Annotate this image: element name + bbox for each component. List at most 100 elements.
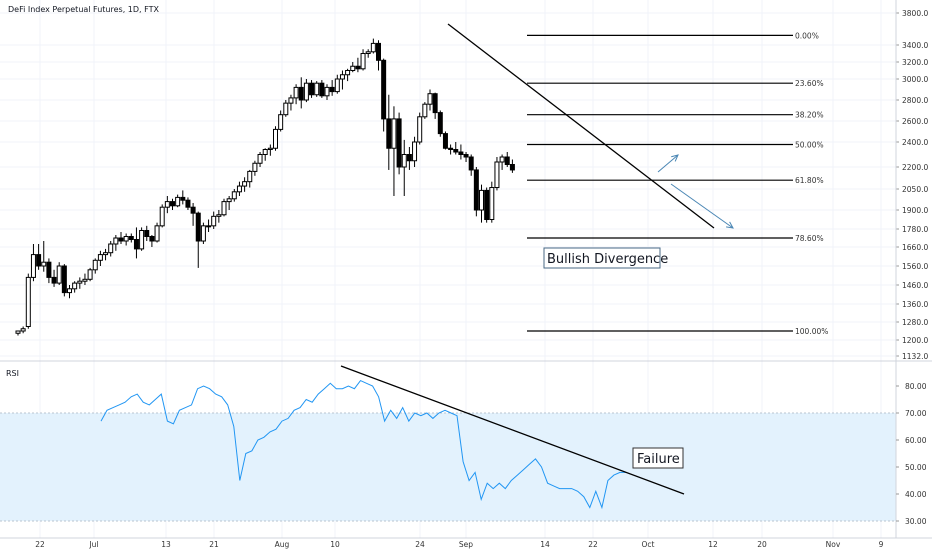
candle [473,167,479,217]
price-tick-label: 2800.0 [902,96,928,105]
candle [489,181,495,223]
price-tick-label: 1200.0 [902,336,928,345]
price-tick-label: 2200.0 [902,163,928,172]
candle [463,152,469,162]
candle [432,92,438,119]
candle [216,210,222,223]
candle [139,227,145,251]
candle [417,112,423,145]
candle [314,81,320,97]
price-tick-label: 3400.0 [902,41,928,50]
fib-level-label: 0.00% [795,31,819,40]
time-tick-label: 14 [540,540,550,549]
candle [82,273,88,285]
candle [144,225,150,241]
time-tick-label: 22 [588,540,598,549]
time-tick-label: 22 [35,540,45,549]
candle [458,144,464,160]
failure-box[interactable] [632,447,684,469]
time-tick-label: 9 [879,540,884,549]
rsi-title: RSI [6,369,19,378]
price-tick-label: 3800.0 [902,9,928,18]
rsi-tick-label: 70.00 [905,409,927,418]
candle [242,177,248,192]
price-tick-label: 3200.0 [902,58,928,67]
time-tick-label: 21 [209,540,219,549]
candle [401,139,407,196]
candle [437,110,443,137]
rsi-trendline[interactable] [340,365,685,495]
candle [448,144,454,155]
time-tick-label: Nov [826,540,841,549]
candle [293,84,299,105]
candle [381,58,387,132]
price-tick-label: 1460.0 [902,281,928,290]
candle [468,154,474,176]
fibonacci-levels: 0.00% 23.60% 38.20% 50.00% 61.80% 78.60% 100.0… [527,31,828,336]
fib-level-label: 23.60% [795,79,824,88]
candle [164,196,170,214]
candle [370,38,376,54]
candle [365,49,371,58]
price-tick-label: 2600.0 [902,117,928,126]
rsi-tick-label: 60.00 [905,436,927,445]
candle [77,277,83,289]
candle [15,330,21,336]
fib-level-label: 78.60% [795,234,824,243]
candle [170,198,175,210]
price-tick-label: 1780.0 [902,225,928,234]
candle [185,197,191,210]
candle [236,181,242,196]
candle [128,233,134,243]
candle [211,211,217,229]
price-tick-label: 1360.0 [902,300,928,309]
candle [479,184,484,223]
candle [72,281,78,293]
candle [427,89,433,111]
price-axis: 1132.0 1200.0 1280.0 1360.0 1460.0 1560.0 1660… [895,0,928,538]
time-tick-label: 24 [415,540,425,549]
time-tick-label: Jul [88,540,98,549]
candle [484,187,490,223]
candle [108,241,114,257]
candle [149,235,155,247]
candle [345,68,351,82]
candle [87,267,93,282]
candle [247,169,253,188]
candle [103,248,109,261]
bullish-divergence-box[interactable] [543,247,661,269]
rsi-tick-label: 40.00 [905,490,927,499]
time-tick-label: 10 [330,540,340,549]
time-tick-label: 12 [708,540,718,549]
fib-level-label: 61.80% [795,176,824,185]
candle [453,142,459,155]
candle [195,211,201,268]
candle [303,79,309,103]
projection-arrow[interactable] [670,183,734,229]
rsi-line [100,379,626,510]
candle [350,62,356,73]
candle [61,264,67,297]
time-tick-label: Oct [642,540,655,549]
candle [391,106,397,196]
candle [360,49,366,71]
candle [283,100,289,117]
candle [159,204,165,228]
candle [339,70,345,90]
price-trendline[interactable] [447,23,715,229]
failure-label: Failure [637,452,680,467]
candle [36,244,42,270]
candle [257,152,263,167]
projection-arrow[interactable] [657,154,679,173]
chart-title: DeFi Index Perpetual Futures, 1D, FTX [8,5,159,14]
candle [25,273,31,329]
candle [30,244,36,282]
candle [180,190,186,205]
candle [133,227,139,259]
candle [412,136,418,167]
rsi-tick-label: 50.00 [905,463,927,472]
candle [273,126,278,151]
time-tick-label: 13 [161,540,171,549]
candle [190,203,196,226]
